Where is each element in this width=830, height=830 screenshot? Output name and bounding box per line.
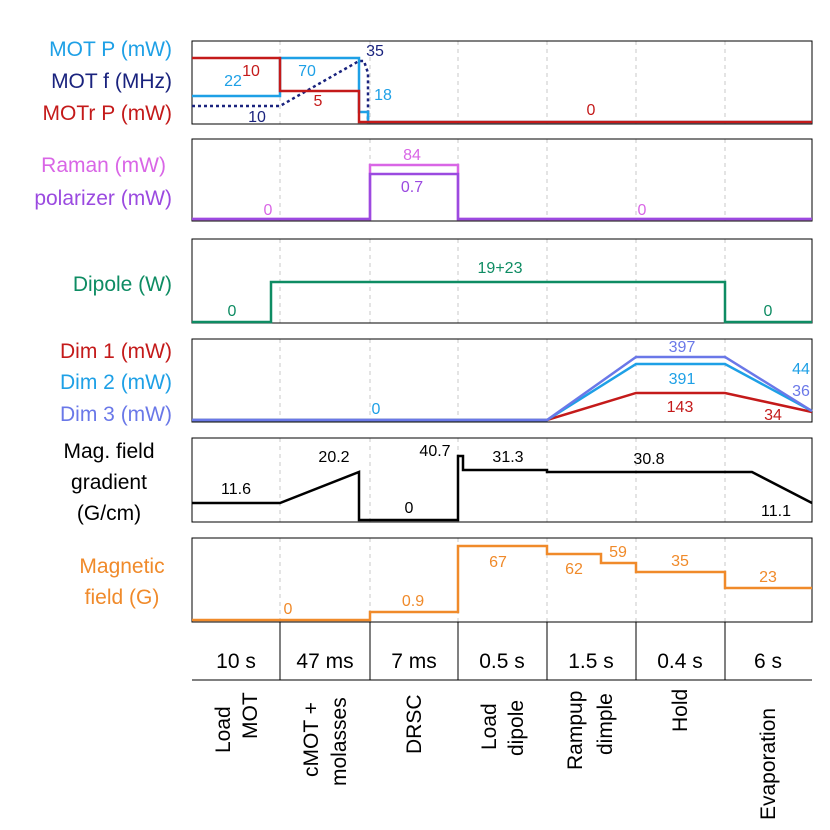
raman-label: Raman (mW) (41, 154, 166, 177)
mot-f-label: MOT f (MHz) (51, 70, 172, 93)
dim1-end-value: 34 (764, 407, 782, 424)
dim2-hold-value: 391 (669, 371, 696, 388)
magnetic-start-value: 0 (284, 601, 293, 618)
gradient-trace (192, 454, 813, 522)
dipole-label: Dipole (W) (73, 273, 172, 296)
dim2-label: Dim 2 (mW) (60, 371, 172, 394)
mot-p-load-value: 22 (224, 73, 242, 90)
dimple-panel-frame (191, 338, 813, 423)
stage-duration: 0.4 s (657, 650, 703, 673)
magnetic-evap-value: 23 (759, 569, 777, 586)
dipole-off-right-value: 0 (764, 303, 773, 320)
motr-p-label: MOTr P (mW) (43, 102, 172, 125)
mot-panel: 22 10 70 5 10 35 18 0 MOT P (mW) MOT f (… (43, 38, 813, 126)
stage-name-line: Load (212, 706, 235, 753)
stage-name-line: MOT (239, 692, 262, 739)
stage-name-line: dimple (594, 693, 617, 755)
polarizer-trace (192, 172, 812, 221)
magnetic-load-dipole-value: 67 (489, 554, 507, 571)
dim1-hold-value: 143 (667, 399, 694, 416)
magnetic-drsc-value: 0.9 (402, 593, 424, 610)
mot-p-label: MOT P (mW) (49, 38, 172, 61)
magnetic-panel: 0 0.9 67 62 59 35 23 Magnetic field (G) (79, 537, 813, 623)
stage-name-line: Rampup (564, 691, 587, 770)
magnetic-trace (192, 544, 812, 622)
raman-panel: 0 84 0.7 0 Raman (mW) polarizer (mW) (34, 138, 813, 222)
stage-names: Load MOT cMOT + molasses DRSC Load dipol… (212, 689, 780, 820)
stage-duration: 10 s (216, 650, 256, 673)
motr-p-load-value: 10 (242, 63, 260, 80)
stage-duration: 0.5 s (479, 650, 525, 673)
mot-f-trace (192, 59, 370, 122)
gradient-panel: 11.6 20.2 0 40.7 31.3 30.8 11.1 Mag. fie… (63, 437, 813, 525)
magnetic-label-line-2: field (G) (85, 586, 160, 609)
dim1-trace (192, 391, 813, 422)
magnetic-hold-value: 35 (671, 553, 689, 570)
motr-p-rest-value: 0 (587, 102, 596, 119)
stage-name-line: dipole (505, 700, 528, 756)
mot-p-drsc-value: 18 (374, 87, 392, 104)
gradient-panel-frame (191, 437, 813, 523)
stage-duration: 6 s (754, 650, 782, 673)
dim3-hold-value: 397 (669, 339, 696, 356)
magnetic-rampup1-value: 62 (565, 561, 583, 578)
polarizer-on-value: 0.7 (401, 179, 423, 196)
stage-name-line: Load (478, 703, 501, 750)
dimple-off-value: 0 (372, 401, 381, 418)
dipole-off-left-value: 0 (228, 303, 237, 320)
gradient-load-dipole-value: 31.3 (492, 449, 523, 466)
dim3-end-value: 36 (792, 383, 810, 400)
stage-duration: 1.5 s (568, 650, 614, 673)
raman-off-left-value: 0 (264, 202, 273, 219)
raman-off-right-value: 0 (638, 202, 647, 219)
dim3-trace (192, 355, 813, 422)
dipole-trace (192, 280, 812, 324)
stage-name-line: cMOT + (300, 702, 323, 777)
mot-p-cmot-value: 70 (298, 63, 316, 80)
stage-name-line: Hold (669, 689, 692, 732)
motr-p-cmot-value: 5 (314, 93, 323, 110)
polarizer-label: polarizer (mW) (34, 187, 172, 210)
dim1-label: Dim 1 (mW) (60, 340, 172, 363)
dipole-on-value: 19+23 (478, 260, 523, 277)
gradient-spike-value: 40.7 (419, 443, 450, 460)
gradient-label-line-3: (G/cm) (77, 502, 141, 525)
dimple-panel: 0 397 391 143 44 36 34 Dim 1 (mW) Dim 2 … (60, 338, 813, 426)
magnetic-rampup2-value: 59 (609, 544, 627, 561)
gradient-hold-value: 30.8 (633, 451, 664, 468)
raman-trace (192, 163, 812, 221)
stage-duration: 7 ms (391, 650, 437, 673)
magnetic-panel-frame (191, 537, 813, 623)
stage-duration: 47 ms (296, 650, 353, 673)
gradient-label-line-2: gradient (71, 471, 147, 494)
stage-name-line: Evaporation (757, 708, 780, 820)
gradient-drsc-value: 0 (405, 500, 414, 517)
gradient-label-line-1: Mag. field (63, 440, 154, 463)
raman-on-value: 84 (403, 147, 421, 164)
dim2-end-value: 44 (792, 361, 810, 378)
mot-f-load-value: 10 (248, 109, 266, 126)
gradient-end-value: 11.1 (761, 503, 791, 520)
gradient-cmot-end-value: 20.2 (318, 449, 349, 466)
motr-p-trace (192, 56, 812, 124)
mot-panel-frame (191, 40, 813, 125)
mot-f-peak-value: 35 (366, 43, 384, 60)
magnetic-label-line-1: Magnetic (79, 555, 164, 578)
dipole-panel-frame (191, 238, 813, 324)
dipole-panel: 0 19+23 0 Dipole (W) (73, 238, 813, 324)
stage-name-line: molasses (328, 697, 351, 786)
gradient-load-value: 11.6 (221, 481, 251, 498)
stage-name-line: DRSC (403, 694, 426, 754)
duration-row: 10 s 47 ms 7 ms 0.5 s 1.5 s 0.4 s 6 s (192, 622, 812, 681)
dim3-label: Dim 3 (mW) (60, 403, 172, 426)
raman-panel-frame (191, 138, 813, 222)
